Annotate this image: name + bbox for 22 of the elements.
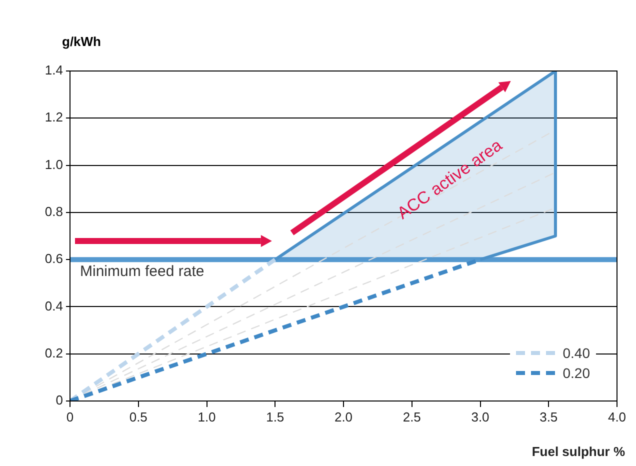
x-tick-label: 1.5 [266, 409, 284, 424]
x-tick-label: 3.5 [540, 409, 558, 424]
y-tick-label: 1.4 [44, 62, 63, 78]
legend-label: 0.40 [562, 345, 590, 361]
y-axis-title: g/kWh [62, 34, 101, 49]
x-axis-title: Fuel sulphur % [532, 444, 626, 459]
x-tick-label: 4.0 [608, 409, 626, 424]
x-tick-label: 0.5 [129, 409, 148, 424]
y-tick-label: 1.0 [44, 156, 63, 172]
ref-line-label: Minimum feed rate [80, 263, 204, 280]
x-tick-label: 0 [66, 409, 74, 424]
y-tick-label: 0.4 [44, 298, 63, 314]
y-tick-label: 0.2 [44, 345, 63, 360]
x-tick-label: 1.0 [198, 409, 216, 424]
x-tick-label: 3.0 [471, 409, 490, 424]
x-tick-label: 2.0 [334, 409, 353, 424]
y-tick-label: 0.8 [44, 204, 63, 220]
y-tick-label: 0.6 [44, 251, 63, 266]
x-tick-label: 2.5 [402, 409, 421, 424]
legend-label: 0.20 [562, 365, 590, 381]
y-tick-label: 1.2 [44, 110, 63, 125]
y-tick-label: 0 [56, 392, 63, 408]
